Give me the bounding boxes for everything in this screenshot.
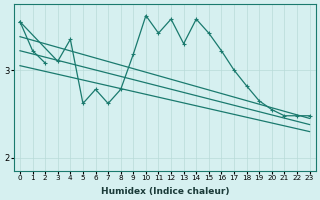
X-axis label: Humidex (Indice chaleur): Humidex (Indice chaleur) — [100, 187, 229, 196]
